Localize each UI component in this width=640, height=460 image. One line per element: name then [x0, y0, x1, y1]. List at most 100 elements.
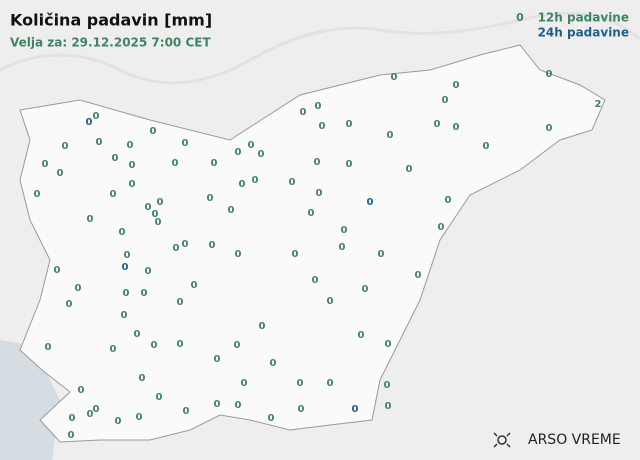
station-value: 0 — [155, 217, 162, 228]
station-value: 0 — [239, 179, 246, 190]
station-value: 0 — [434, 119, 441, 130]
station-value: 0 — [87, 409, 94, 420]
station-value: 0 — [62, 141, 69, 152]
station-value: 0 — [87, 214, 94, 225]
terrain — [0, 11, 640, 85]
station-value: 0 — [45, 342, 52, 353]
brand: ARSO VREME — [528, 432, 621, 448]
station-value: 0 — [182, 138, 189, 149]
station-value: 0 — [66, 299, 73, 310]
station-value: 0 — [214, 399, 221, 410]
station-value: 0 — [211, 158, 218, 169]
station-value: 0 — [300, 107, 307, 118]
station-value: 0 — [134, 329, 141, 340]
station-value: 0 — [145, 202, 152, 213]
station-value: 0 — [312, 275, 319, 286]
station-value: 0 — [387, 130, 394, 141]
station-value: 0 — [177, 297, 184, 308]
station-value: 0 — [385, 401, 392, 412]
station-value: 0 — [121, 310, 128, 321]
station-value: 0 — [327, 378, 334, 389]
station-value: 0 — [259, 321, 266, 332]
station-value: 0 — [358, 330, 365, 341]
station-value: 0 — [546, 123, 553, 134]
station-value: 0 — [438, 222, 445, 233]
station-value: 0 — [110, 189, 117, 200]
station-value: 0 — [270, 358, 277, 369]
station-value: 2 — [595, 99, 602, 110]
station-value: 0 — [248, 140, 255, 151]
station-value: 0 — [150, 126, 157, 137]
station-value: 0 — [75, 283, 82, 294]
station-value: 0 — [156, 392, 163, 403]
station-value: 0 — [122, 262, 129, 273]
station-value: 0 — [378, 249, 385, 260]
station-value: 0 — [182, 239, 189, 250]
station-value: 0 — [68, 430, 75, 441]
title: Količina padavin [mm] — [10, 11, 212, 30]
legend-label: 24h padavine — [538, 26, 629, 40]
station-value: 0 — [385, 339, 392, 350]
station-value: 0 — [57, 168, 64, 179]
station-value: 0 — [339, 242, 346, 253]
station-value: 0 — [367, 197, 374, 208]
station-value: 0 — [123, 288, 130, 299]
station-value: 0 — [234, 340, 241, 351]
station-value: 0 — [173, 243, 180, 254]
station-value: 0 — [34, 189, 41, 200]
station-value: 0 — [406, 164, 413, 175]
station-value: 0 — [341, 225, 348, 236]
station-value: 0 — [391, 72, 398, 83]
station-value: 0 — [214, 354, 221, 365]
station-value: 0 — [442, 95, 449, 106]
legend-symbol: 0 — [516, 11, 524, 24]
station-value: 0 — [42, 159, 49, 170]
station-value: 0 — [235, 147, 242, 158]
station-value: 0 — [112, 153, 119, 164]
station-value: 0 — [191, 280, 198, 291]
station-value: 0 — [346, 159, 353, 170]
station-value: 0 — [546, 69, 553, 80]
station-value: 0 — [141, 288, 148, 299]
station-value: 0 — [235, 400, 242, 411]
station-value: 0 — [127, 140, 134, 151]
station-value: 0 — [183, 406, 190, 417]
station-value: 0 — [78, 385, 85, 396]
station-value: 0 — [136, 412, 143, 423]
station-value: 0 — [362, 284, 369, 295]
station-value: 0 — [96, 137, 103, 148]
station-value: 0 — [268, 413, 275, 424]
station-value: 0 — [69, 413, 76, 424]
country — [19, 44, 606, 443]
station-value: 0 — [209, 240, 216, 251]
station-value: 0 — [352, 404, 359, 415]
station-value: 0 — [172, 158, 179, 169]
station-value: 0 — [152, 209, 159, 220]
station-value: 0 — [319, 121, 326, 132]
station-value: 0 — [384, 380, 391, 391]
station-value: 0 — [292, 249, 299, 260]
station-value: 0 — [308, 208, 315, 219]
station-value: 0 — [129, 160, 136, 171]
station-value: 0 — [151, 340, 158, 351]
legend-label: 12h padavine — [538, 11, 629, 25]
station-value: 0 — [124, 250, 131, 261]
station-value: 0 — [346, 119, 353, 130]
station-value: 0 — [297, 378, 304, 389]
station-value: 0 — [93, 111, 100, 122]
station-value: 0 — [316, 188, 323, 199]
station-value: 0 — [93, 404, 100, 415]
station-value: 0 — [315, 101, 322, 112]
station-value: 0 — [289, 177, 296, 188]
station-value: 0 — [235, 249, 242, 260]
station-value: 0 — [453, 80, 460, 91]
station-value: 0 — [314, 157, 321, 168]
station-value: 0 — [115, 416, 122, 427]
station-value: 0 — [252, 175, 259, 186]
station-value: 0 — [207, 193, 214, 204]
station-value: 0 — [483, 141, 490, 152]
station-value: 0 — [327, 296, 334, 307]
station-value: 0 — [298, 404, 305, 415]
station-value: 0 — [110, 344, 117, 355]
